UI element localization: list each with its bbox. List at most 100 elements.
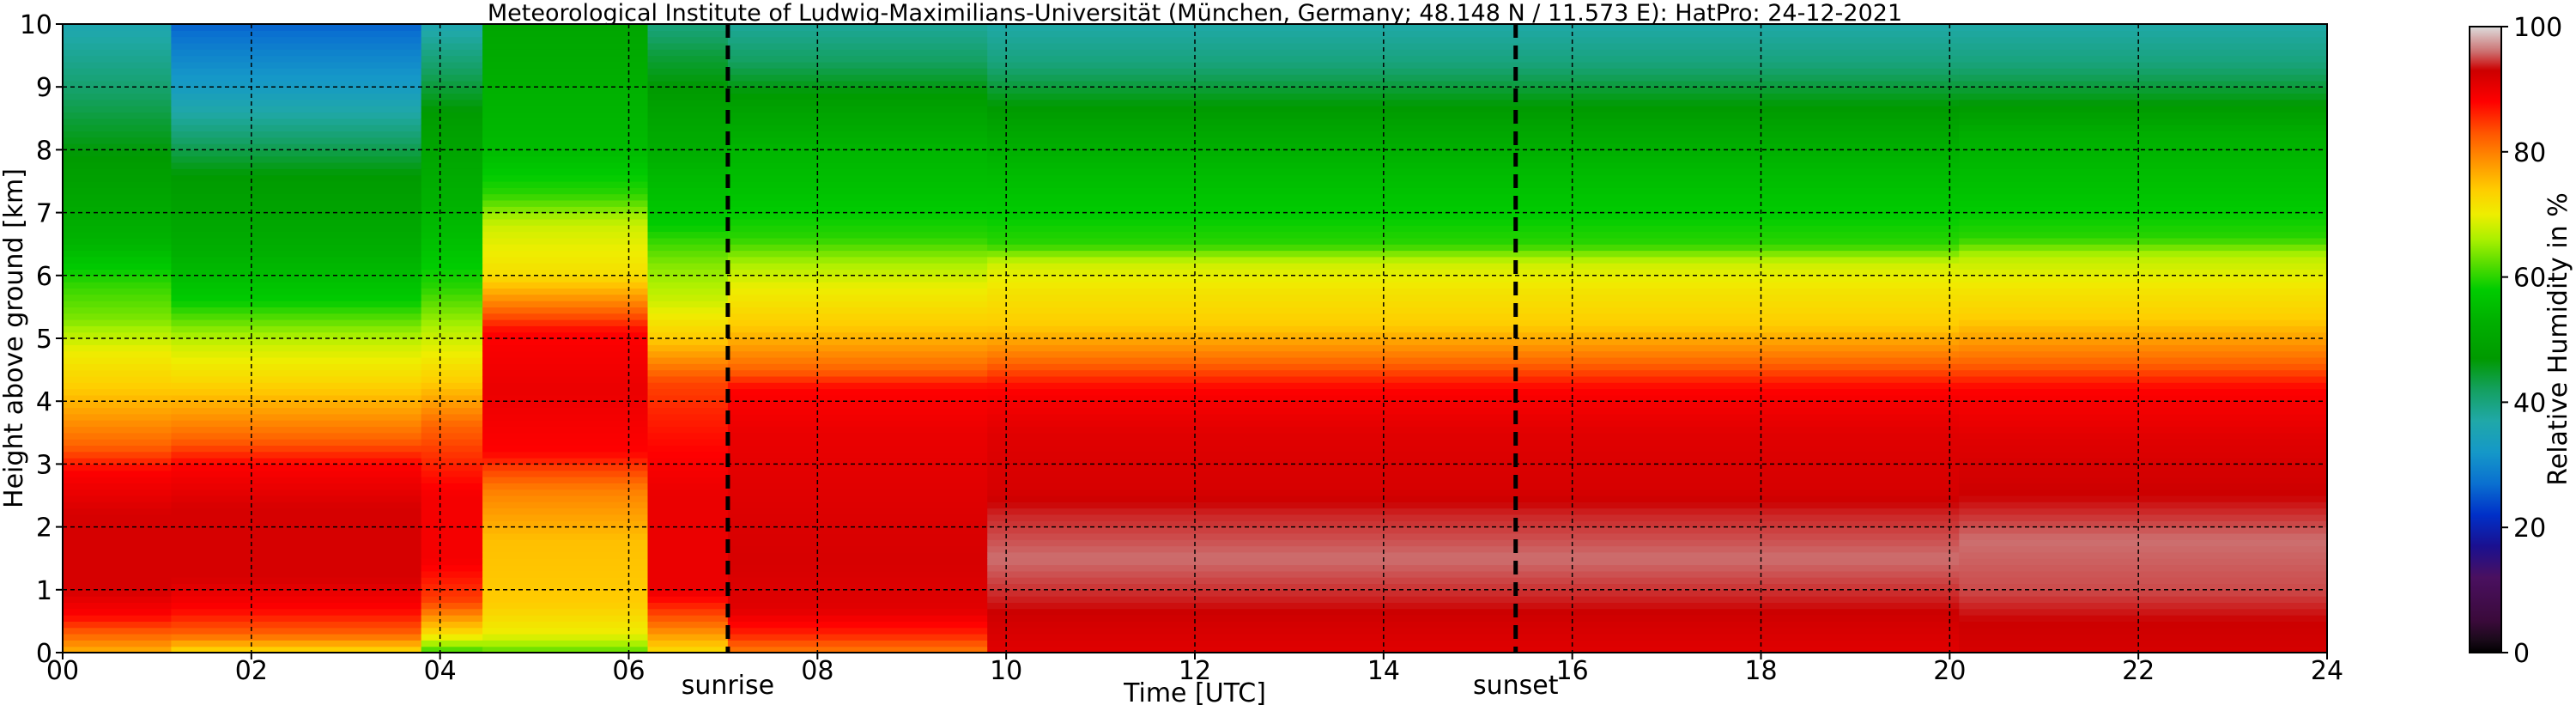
- heatmap-cell: [987, 288, 1960, 295]
- heatmap-cell: [727, 125, 988, 131]
- heatmap-cell: [63, 87, 172, 94]
- x-tick-label: 04: [424, 656, 457, 686]
- heatmap-cell: [987, 407, 1960, 415]
- heatmap-cell: [727, 137, 988, 144]
- heatmap-cell: [171, 43, 422, 50]
- heatmap-cell: [482, 288, 649, 295]
- heatmap-cell: [647, 646, 729, 653]
- heatmap-cell: [63, 162, 172, 169]
- heatmap-cell: [421, 350, 483, 358]
- heatmap-cell: [421, 319, 483, 326]
- heatmap-cell: [987, 269, 1960, 276]
- heatmap-cell: [171, 55, 422, 63]
- heatmap-cell: [1959, 106, 2327, 113]
- heatmap-cell: [1959, 369, 2327, 377]
- heatmap-cell: [171, 162, 422, 169]
- heatmap-cell: [647, 244, 729, 252]
- heatmap-cell: [1959, 551, 2327, 559]
- heatmap-cell: [63, 426, 172, 434]
- x-tick-label: 14: [1367, 656, 1400, 686]
- heatmap-cell: [421, 181, 483, 188]
- heatmap-cell: [63, 275, 172, 283]
- heatmap-cell: [171, 382, 422, 390]
- heatmap-cell: [421, 68, 483, 76]
- heatmap-cell: [1959, 413, 2327, 421]
- heatmap-cell: [421, 401, 483, 409]
- heatmap-cell: [727, 477, 988, 483]
- heatmap-cell: [647, 168, 729, 176]
- heatmap-cell: [727, 93, 988, 100]
- heatmap-cell: [647, 36, 729, 44]
- heatmap-cell: [1959, 93, 2327, 100]
- heatmap-cell: [171, 263, 422, 270]
- heatmap-cell: [63, 301, 172, 307]
- heatmap-cell: [63, 470, 172, 477]
- heatmap-cell: [647, 558, 729, 566]
- heatmap-cell: [171, 256, 422, 264]
- heatmap-cell: [1959, 526, 2327, 534]
- heatmap-cell: [171, 388, 422, 396]
- heatmap-cell: [482, 426, 649, 434]
- heatmap-cell: [727, 420, 988, 428]
- heatmap-cell: [727, 596, 988, 603]
- heatmap-cell: [63, 218, 172, 226]
- heatmap-cell: [987, 564, 1960, 572]
- heatmap-cell: [1959, 477, 2327, 483]
- heatmap-cell: [1959, 231, 2327, 239]
- heatmap-cell: [171, 532, 422, 540]
- heatmap-cell: [727, 155, 988, 163]
- heatmap-cell: [987, 313, 1960, 320]
- heatmap-cell: [421, 231, 483, 239]
- heatmap-cell: [987, 539, 1960, 547]
- heatmap-cell: [171, 363, 422, 371]
- heatmap-cell: [63, 363, 172, 371]
- heatmap-cell: [171, 470, 422, 477]
- heatmap-cell: [421, 564, 483, 572]
- heatmap-cell: [421, 489, 483, 496]
- heatmap-cell: [421, 375, 483, 383]
- heatmap-cell: [727, 118, 988, 125]
- heatmap-cell: [1959, 426, 2327, 434]
- heatmap-cell: [171, 464, 422, 471]
- heatmap-cell: [727, 331, 988, 339]
- heatmap-cell: [482, 564, 649, 572]
- heatmap-cell: [1959, 532, 2327, 540]
- heatmap-cell: [987, 137, 1960, 144]
- heatmap-cell: [482, 532, 649, 540]
- heatmap-cell: [647, 112, 729, 119]
- heatmap-cell: [727, 520, 988, 528]
- colorbar-bar: [2469, 26, 2502, 653]
- heatmap-cell: [421, 99, 483, 106]
- heatmap-cell: [482, 602, 649, 610]
- heatmap-cell: [421, 495, 483, 502]
- heatmap-cell: [421, 363, 483, 371]
- heatmap-cell: [482, 212, 649, 220]
- heatmap-cell: [647, 294, 729, 301]
- heatmap-cell: [647, 319, 729, 326]
- heatmap-cell: [1959, 99, 2327, 106]
- heatmap-cell: [987, 363, 1960, 371]
- heatmap-cell: [63, 551, 172, 559]
- heatmap-cell: [63, 338, 172, 345]
- heatmap-cell: [987, 200, 1960, 207]
- heatmap-cell: [171, 375, 422, 383]
- heatmap-area: [63, 24, 2327, 653]
- heatmap-cell: [727, 445, 988, 453]
- heatmap-cell: [171, 99, 422, 106]
- heatmap-cell: [1959, 388, 2327, 396]
- heatmap-cell: [647, 282, 729, 289]
- heatmap-cell: [1959, 282, 2327, 289]
- heatmap-cell: [727, 615, 988, 622]
- heatmap-cell: [482, 231, 649, 239]
- heatmap-cell: [647, 634, 729, 641]
- heatmap-cell: [727, 181, 988, 188]
- heatmap-cell: [1959, 621, 2327, 629]
- heatmap-cell: [171, 589, 422, 597]
- heatmap-cell: [171, 155, 422, 163]
- heatmap-cell: [421, 193, 483, 201]
- heatmap-cell: [987, 551, 1960, 559]
- heatmap-cell: [727, 439, 988, 446]
- heatmap-cell: [647, 627, 729, 635]
- heatmap-cell: [63, 627, 172, 635]
- heatmap-cell: [647, 602, 729, 610]
